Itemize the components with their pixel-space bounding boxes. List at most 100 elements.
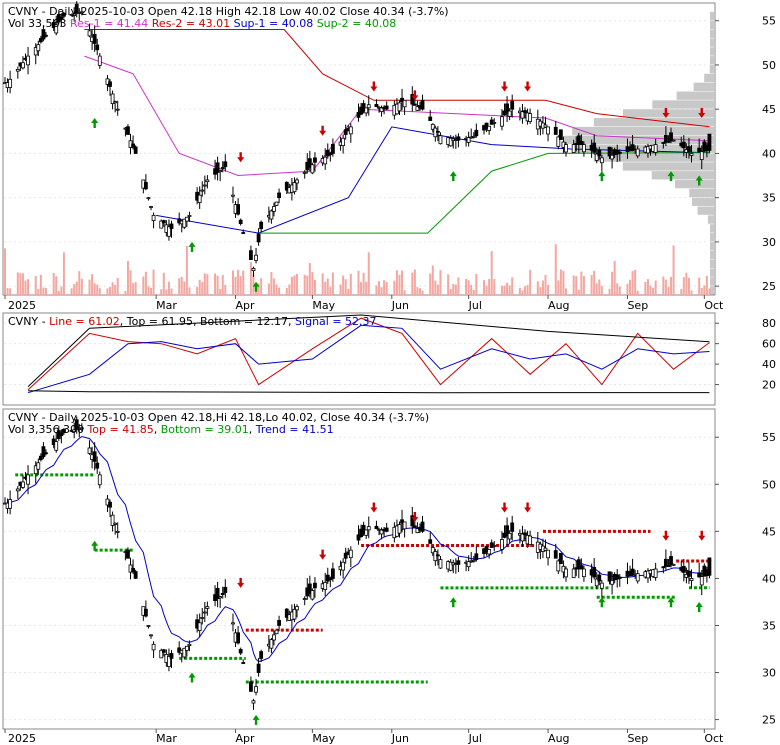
candle-body <box>646 146 650 154</box>
volume-bar <box>4 248 6 295</box>
candle-body <box>374 525 379 530</box>
volume-bar <box>416 287 419 295</box>
volume-bar <box>367 252 370 295</box>
volume-bar <box>662 276 665 295</box>
volume-profile-bar <box>707 215 714 224</box>
candle-body <box>330 568 335 579</box>
volume-bar <box>37 288 40 295</box>
volume-profile-bar <box>593 153 714 162</box>
volume-bar <box>234 276 237 295</box>
mid-y-axis: 80 60 40 20 <box>715 317 776 392</box>
top-signal-arrows <box>91 81 706 292</box>
candle-body <box>607 146 612 157</box>
candle-body <box>146 625 151 627</box>
candle-body <box>528 535 533 545</box>
candle-body <box>87 447 92 454</box>
volume-bar <box>564 288 567 295</box>
top-x-axis: 2025 Mar Apr May Jun Jul Aug Sep Oct <box>4 295 724 312</box>
mid-h-part-2: , Top = 61.95, Bottom = 12.17, <box>120 315 295 328</box>
volume-bar <box>434 280 437 295</box>
candle-body <box>341 561 346 571</box>
candle-body <box>436 130 440 133</box>
x-tick-label: Sep <box>627 732 648 745</box>
candle-body <box>149 634 153 637</box>
candle-body <box>72 13 77 16</box>
volume-bar <box>34 276 37 295</box>
volume-bar <box>206 274 209 295</box>
candle-body <box>707 133 712 151</box>
volume-bar <box>395 270 398 295</box>
candle-body <box>200 189 205 192</box>
volume-profile-bar <box>593 118 714 127</box>
x-tick-label: 2025 <box>8 732 36 745</box>
candle-body <box>295 606 299 611</box>
volume-bar <box>595 283 598 295</box>
volume-bar <box>180 276 183 295</box>
candle-body <box>379 107 384 113</box>
bottom-candles <box>3 416 712 710</box>
y-tick-label: 40 <box>762 358 776 371</box>
volume-profile-bar <box>710 268 714 277</box>
volume-bar <box>73 284 76 295</box>
candle-body <box>374 104 379 108</box>
candle-body <box>412 525 417 528</box>
candle-body <box>699 576 704 586</box>
volume-profile-bar <box>710 29 714 38</box>
candle-body <box>133 571 138 579</box>
sell-arrow-icon <box>501 81 509 92</box>
candle-body <box>466 137 471 143</box>
volume-bar <box>377 281 380 295</box>
volume-profile-bar <box>710 259 714 268</box>
volume-bar <box>636 290 639 295</box>
sell-arrow-icon <box>501 502 509 513</box>
candle-body <box>635 148 640 157</box>
volume-bar <box>452 284 455 295</box>
candle-body <box>15 488 20 492</box>
candle-body <box>507 532 512 540</box>
volume-bar <box>342 275 345 295</box>
y-tick-label: 45 <box>762 525 776 538</box>
candle-body <box>26 55 30 66</box>
volume-profile-bar <box>710 11 714 21</box>
x-tick-label: Mar <box>156 299 177 312</box>
top-h1-part-0: CVNY - Daily 2025-10-03 Open 42.18 High … <box>8 5 449 18</box>
sell-arrow-icon <box>662 108 670 119</box>
candle-body <box>343 552 348 559</box>
candle-body <box>15 68 20 72</box>
volume-bar <box>672 245 675 295</box>
volume-bar <box>185 245 188 295</box>
volume-bar <box>78 271 81 295</box>
volume-bar <box>44 288 47 295</box>
candle-body <box>274 201 279 206</box>
candle-body <box>366 104 371 109</box>
y-tick-label: 55 <box>762 15 776 28</box>
candle-body <box>397 102 402 112</box>
top-h2-part-4: Sup-2 = 40.08 <box>313 17 396 30</box>
bot-h2-part-3: Bottom = 39.01 <box>161 423 249 436</box>
price-panel-bottom: 55 50 45 40 35 30 25 2025 Mar Apr May Jun Jul Aug Sep… <box>2 408 776 745</box>
volume-bar <box>700 287 703 295</box>
volume-bar <box>198 279 201 295</box>
buy-arrow-icon <box>252 714 260 725</box>
volume-bar <box>27 279 30 295</box>
volume-bar <box>572 275 575 295</box>
volume-bar <box>88 279 91 295</box>
volume-bar <box>631 271 634 295</box>
candle-body <box>62 428 66 433</box>
volume-profile-bar <box>674 179 714 189</box>
candle-body <box>579 565 584 570</box>
candle-body <box>302 598 307 600</box>
x-tick-label: Aug <box>548 299 569 312</box>
sell-arrow-icon <box>698 108 706 119</box>
volume-bar <box>214 273 217 295</box>
buy-arrow-icon <box>188 672 196 683</box>
x-tick-label: Aug <box>548 732 569 745</box>
candle-body <box>44 452 48 455</box>
x-tick-label: Oct <box>704 732 724 745</box>
volume-bar <box>600 286 603 295</box>
volume-bar <box>500 285 503 295</box>
bot-h2-part-2: , <box>154 423 161 436</box>
candle-body <box>571 568 576 578</box>
candle-body <box>328 577 333 581</box>
